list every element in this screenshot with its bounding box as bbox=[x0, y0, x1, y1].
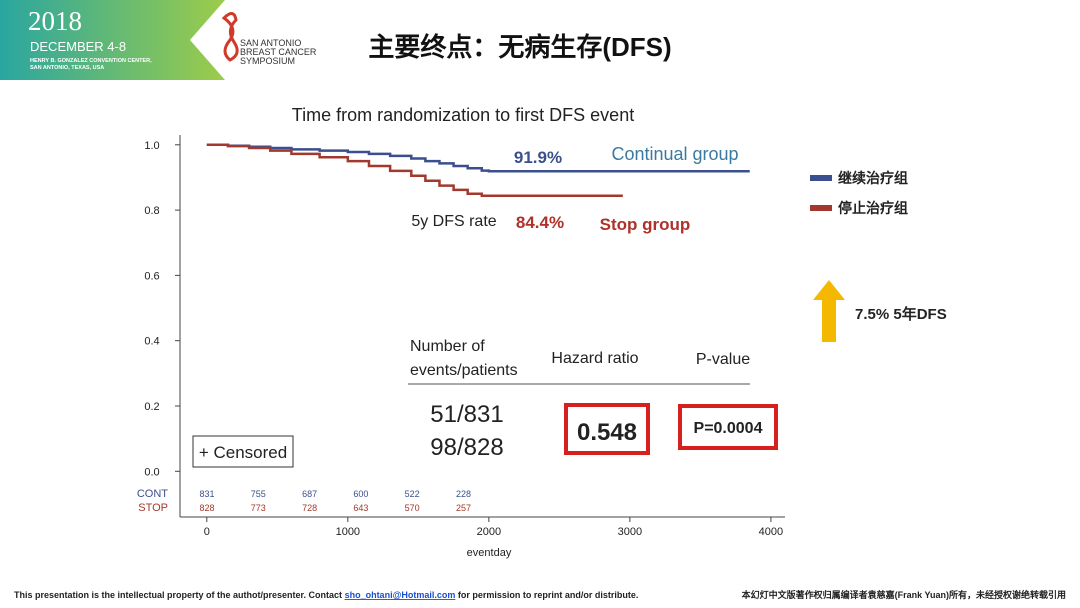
y-tick-label: 0.2 bbox=[144, 401, 159, 413]
arrow bbox=[813, 280, 845, 342]
x-tick-label: 0 bbox=[204, 526, 210, 538]
highlight-box bbox=[678, 404, 778, 450]
annotation: 84.4% bbox=[516, 213, 564, 232]
y-tick-label: 0.0 bbox=[144, 466, 159, 478]
x-tick-label: 2000 bbox=[477, 526, 501, 538]
risk-count: 773 bbox=[251, 503, 266, 513]
table-header: Hazard ratio bbox=[551, 350, 638, 367]
annotation: 5y DFS rate bbox=[411, 213, 496, 230]
censored-box bbox=[192, 435, 294, 468]
risk-count: 828 bbox=[199, 503, 214, 513]
risk-label: STOP bbox=[138, 502, 168, 514]
footer-text: for permission to reprint and/or distrib… bbox=[455, 590, 638, 600]
x-tick-label: 1000 bbox=[336, 526, 360, 538]
logo-text: SAN ANTONIO bbox=[240, 38, 301, 48]
table-cell: 0.548 bbox=[577, 419, 637, 446]
table-cell: 98/828 bbox=[430, 434, 503, 461]
y-tick-label: 0.8 bbox=[144, 205, 159, 217]
table-header: events/patients bbox=[410, 362, 518, 379]
email-link[interactable]: sho_ohtani@Hotmail.com bbox=[345, 590, 456, 600]
callout: 7.5% 5年DFS bbox=[855, 305, 947, 323]
plot: 0.0 0.2 0.4 0.6 0.8 1.0 0 1000 2000 3000 4000 831 75… bbox=[144, 140, 783, 538]
risk-count: 257 bbox=[456, 503, 471, 513]
x-tick-label: 3000 bbox=[618, 526, 642, 538]
footer: 本幻灯中文版著作权归属编译者袁慈嘉(Frank Yuan)所有，未经授权谢绝转载… bbox=[742, 589, 1066, 600]
annotation: Stop group bbox=[600, 215, 691, 234]
legend-label: 停止治疗组 bbox=[838, 200, 908, 216]
venue: HENRY B. GONZALEZ CONVENTION CENTER, bbox=[30, 58, 152, 64]
logo-mark bbox=[221, 12, 239, 62]
table-header: Number of bbox=[410, 338, 485, 355]
footer: This presentation is the intellectual pr… bbox=[14, 590, 638, 600]
risk-count: 600 bbox=[353, 489, 368, 499]
risk-count: 755 bbox=[251, 489, 266, 499]
table-cell: 51/831 bbox=[430, 401, 503, 428]
risk-count: 728 bbox=[302, 503, 317, 513]
chart-title: Time from randomization to first DFS eve… bbox=[292, 105, 634, 125]
series-line bbox=[206, 143, 623, 197]
annotation: Continual group bbox=[611, 144, 738, 164]
logo-text: SYMPOSIUM bbox=[240, 56, 295, 66]
banner bbox=[0, 0, 225, 80]
table-header: P-value bbox=[696, 351, 750, 368]
risk-label: CONT bbox=[137, 488, 168, 500]
y-tick-label: 1.0 bbox=[144, 140, 159, 152]
legend-swatch bbox=[810, 175, 832, 181]
table-cell: P=0.0004 bbox=[694, 420, 763, 437]
annotation: 91.9% bbox=[514, 148, 562, 167]
highlight-box bbox=[564, 403, 650, 455]
x-axis-label: eventday bbox=[467, 547, 512, 559]
y-tick-label: 0.6 bbox=[144, 270, 159, 282]
risk-count: 228 bbox=[456, 489, 471, 499]
x-tick-label: 4000 bbox=[759, 526, 783, 538]
risk-count: 687 bbox=[302, 489, 317, 499]
year: 2018 bbox=[28, 6, 82, 36]
dates: DECEMBER 4-8 bbox=[30, 39, 126, 54]
venue: SAN ANTONIO, TEXAS, USA bbox=[30, 65, 104, 71]
annotation: + Censored bbox=[199, 443, 287, 462]
legend-label: 继续治疗组 bbox=[838, 170, 908, 186]
risk-count: 831 bbox=[199, 489, 214, 499]
logo-text: BREAST CANCER bbox=[240, 47, 317, 57]
legend-swatch bbox=[810, 205, 832, 211]
footer-text: This presentation is the intellectual pr… bbox=[14, 590, 345, 600]
risk-count: 522 bbox=[405, 489, 420, 499]
y-tick-label: 0.4 bbox=[144, 336, 159, 348]
risk-count: 643 bbox=[353, 503, 368, 513]
slide-title: 主要终点：无病生存(DFS) bbox=[368, 32, 671, 62]
risk-count: 570 bbox=[405, 503, 420, 513]
